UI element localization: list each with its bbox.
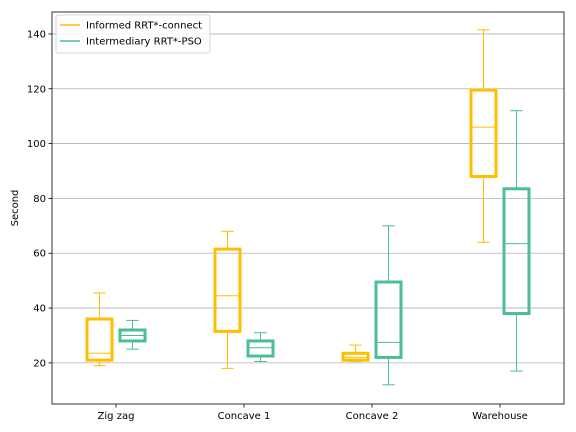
box-1-0 [118,319,147,350]
y-tick-label: 120 [27,84,46,95]
legend-label: Informed RRT*-connect [86,21,202,32]
axis-layer: 20 40 60 80 100 120 140 Zig zag Concave 1 Concave… [10,11,565,422]
iqr-box [374,280,403,359]
y-tick-label: 100 [27,139,46,150]
box-0-3 [469,29,498,243]
y-tick-label: 60 [33,249,46,260]
y-tick-label: 80 [33,194,46,205]
box-1-2 [374,225,403,386]
iqr-box [246,339,275,358]
iqr-box [469,88,498,178]
x-tick-label: Warehouse [472,411,528,422]
iqr-box [85,317,114,362]
y-tick-label: 40 [33,304,46,315]
legend-box [55,14,211,54]
y-tick-label: 20 [33,358,46,369]
legend-label: Intermediary RRT*-PSO [86,37,202,48]
box-0-2 [341,344,370,363]
box-1-1 [246,332,275,363]
grid-layer [52,33,564,364]
x-tick-label: Concave 1 [218,411,271,422]
plot-frame [51,11,565,405]
y-axis-title: Second [10,190,21,227]
box-layer [85,29,531,386]
legend: Informed RRT*-connect Intermediary RRT*-P… [55,14,211,54]
x-tick-label: Zig zag [98,411,135,422]
y-tick-label: 140 [27,29,46,40]
box-1-3 [502,110,531,372]
box-0-1 [213,230,242,369]
iqr-box [502,187,531,316]
iqr-box [341,351,370,362]
box-0-0 [85,292,114,367]
iqr-box [213,247,242,333]
x-tick-label: Concave 2 [346,411,399,422]
